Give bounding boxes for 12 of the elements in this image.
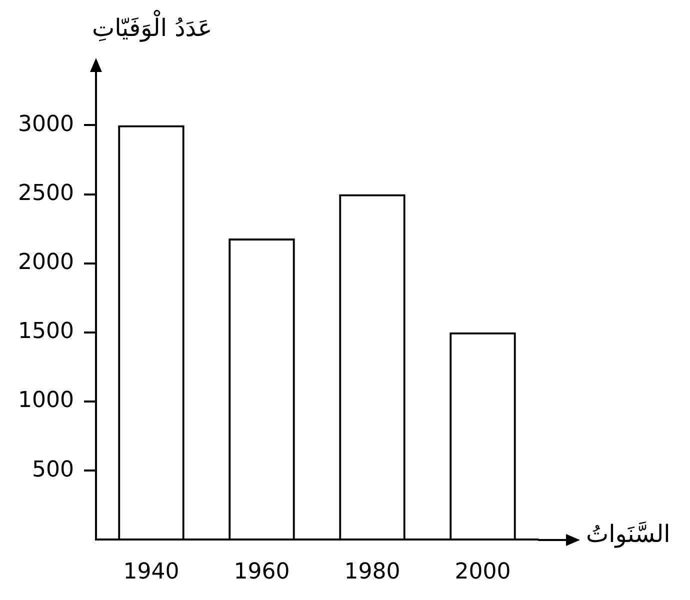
y-tick-label: 2500 — [18, 181, 74, 206]
x-tick-label: 2000 — [454, 560, 511, 585]
y-tick-label: 1500 — [18, 319, 74, 344]
y-tick-label: 3000 — [18, 112, 74, 137]
y-axis-title: عَدَدُ الْوَفَيّاتِ — [92, 8, 212, 42]
y-tick-label: 2000 — [18, 250, 74, 276]
y-tick-label: 500 — [32, 457, 74, 482]
x-tick-label: 1980 — [344, 560, 400, 585]
x-tick-label: 1960 — [234, 560, 290, 585]
x-tick-label: 1940 — [123, 560, 180, 585]
y-tick-label: 1000 — [18, 388, 74, 414]
x-axis-title: السَّنَواتُ — [586, 520, 670, 548]
